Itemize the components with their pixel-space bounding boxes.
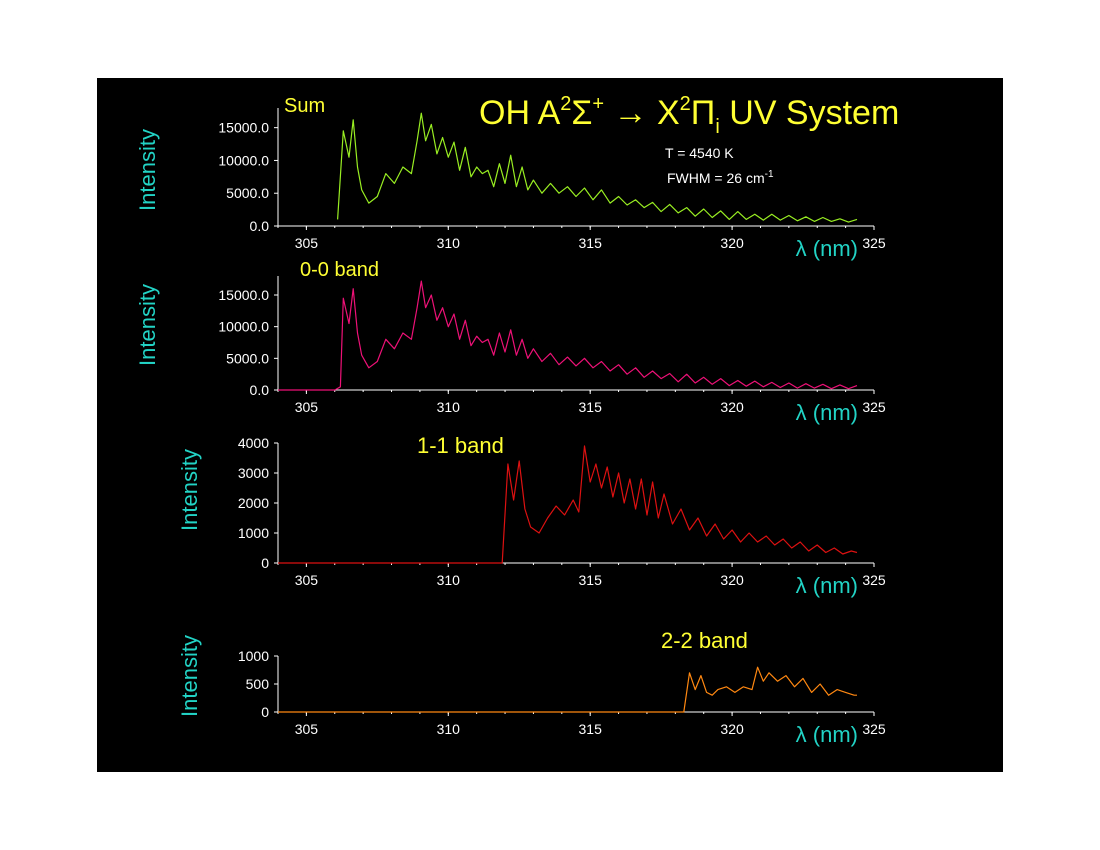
- panel-label: 1-1 band: [417, 433, 504, 458]
- x-axis-label: λ (nm): [796, 573, 858, 598]
- y-tick-label: 5000.0: [226, 350, 269, 366]
- x-tick-label: 320: [720, 399, 744, 415]
- y-axis-label: Intensity: [177, 635, 202, 717]
- y-tick-label: 0.0: [250, 218, 270, 234]
- x-tick-label: 310: [437, 235, 461, 251]
- spectrum-line: [278, 280, 858, 391]
- title-sup2: +: [592, 93, 604, 115]
- y-tick-label: 5000.0: [226, 185, 269, 201]
- x-tick-label: 310: [437, 721, 461, 737]
- spectrum-line: [278, 666, 857, 713]
- y-tick-label: 500: [246, 676, 270, 692]
- x-axis-label: λ (nm): [796, 236, 858, 261]
- title-pi: Π: [691, 94, 716, 132]
- y-tick-label: 1000: [238, 525, 269, 541]
- title-sup1: 2: [560, 93, 571, 115]
- spectrum-line: [337, 112, 858, 223]
- x-axis-label: λ (nm): [796, 722, 858, 747]
- y-tick-label: 10000.0: [218, 152, 269, 168]
- slide: OH A2Σ+ → X2Πi UV System T = 4540 K FWHM…: [97, 78, 1003, 772]
- x-tick-label: 305: [295, 399, 319, 415]
- title-suffix: UV System: [720, 94, 899, 132]
- title-arrow: → X: [604, 94, 680, 132]
- title-sub: i: [715, 116, 719, 138]
- y-tick-label: 3000: [238, 465, 269, 481]
- slide-title: OH A2Σ+ → X2Πi UV System: [479, 93, 899, 138]
- x-tick-label: 320: [720, 721, 744, 737]
- spectrum-line: [278, 445, 858, 564]
- fwhm-text: FWHM = 26 cm: [667, 170, 765, 186]
- x-tick-label: 310: [437, 399, 461, 415]
- title-sup3: 2: [680, 93, 691, 115]
- x-tick-label: 315: [579, 572, 603, 588]
- y-axis-label: Intensity: [135, 284, 160, 366]
- y-tick-label: 15000.0: [218, 287, 269, 303]
- panel-2: 0.0 5000.0 10000.0 15000.0 305 310 315 320 325λ …: [135, 259, 886, 425]
- y-tick-label: 15000.0: [218, 120, 269, 136]
- y-tick-label: 0.0: [250, 382, 270, 398]
- x-tick-label: 325: [862, 721, 886, 737]
- x-tick-label: 305: [295, 235, 319, 251]
- y-tick-label: 4000: [238, 435, 269, 451]
- temperature-label: T = 4540 K: [665, 145, 734, 161]
- y-tick-label: 0: [261, 555, 269, 571]
- panel-label: 0-0 band: [300, 259, 379, 281]
- x-tick-label: 305: [295, 721, 319, 737]
- title-sigma: Σ: [571, 94, 592, 132]
- panel-label: 2-2 band: [661, 628, 748, 653]
- title-prefix: OH A: [479, 94, 561, 132]
- x-tick-label: 305: [295, 572, 319, 588]
- x-tick-label: 325: [862, 572, 886, 588]
- x-tick-label: 315: [579, 235, 603, 251]
- y-axis-label: Intensity: [135, 129, 160, 211]
- fwhm-label: FWHM = 26 cm-1: [667, 169, 774, 186]
- y-axis-label: Intensity: [177, 449, 202, 531]
- x-tick-label: 315: [579, 721, 603, 737]
- x-tick-label: 320: [720, 572, 744, 588]
- y-tick-label: 0: [261, 704, 269, 720]
- spectra-figure: OH A2Σ+ → X2Πi UV System T = 4540 K FWHM…: [135, 93, 899, 747]
- x-tick-label: 315: [579, 399, 603, 415]
- y-tick-label: 10000.0: [218, 319, 269, 335]
- x-tick-label: 320: [720, 235, 744, 251]
- x-tick-label: 325: [862, 399, 886, 415]
- y-tick-label: 2000: [238, 495, 269, 511]
- panel-label: Sum: [284, 95, 325, 117]
- panel-1: 0.0 5000.0 10000.0 15000.0 305 310 315 320 325λ …: [135, 95, 886, 261]
- fwhm-sup: -1: [765, 169, 774, 180]
- x-tick-label: 310: [437, 572, 461, 588]
- x-tick-label: 325: [862, 235, 886, 251]
- x-axis-label: λ (nm): [796, 400, 858, 425]
- y-tick-label: 1000: [238, 648, 269, 664]
